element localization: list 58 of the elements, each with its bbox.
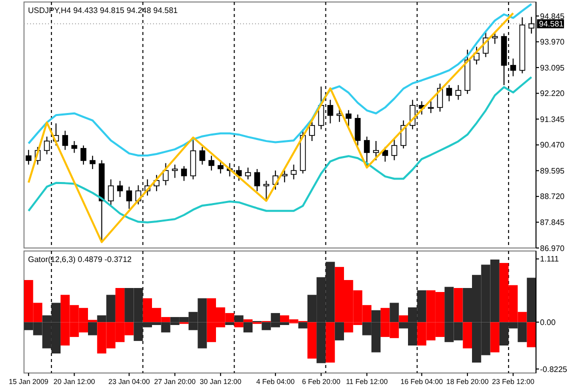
y-tick-label: 92.220: [540, 89, 566, 98]
candlestick: [373, 140, 379, 161]
candlestick: [108, 178, 114, 206]
y-tick-label: 90.470: [540, 140, 566, 150]
candlestick: [290, 164, 297, 180]
y-tick-label: 86.970: [540, 244, 566, 253]
bar: [298, 322, 308, 328]
bar: [398, 315, 408, 322]
y-tick-label: 0.00: [540, 318, 556, 327]
bar: [243, 322, 253, 332]
candlestick: [354, 114, 361, 146]
candlestick: [181, 166, 187, 182]
y-tick-label: 88.720: [540, 192, 566, 202]
y-tick-label: 94.845: [540, 12, 566, 21]
candlestick: [309, 120, 315, 142]
candlestick: [80, 144, 86, 166]
candlestick: [346, 110, 352, 127]
candlestick: [245, 167, 251, 180]
candlestick: [26, 149, 32, 166]
bar: [225, 322, 234, 326]
candlestick: [236, 166, 242, 182]
candlestick: [455, 84, 462, 100]
candlestick: [62, 130, 68, 150]
bar: [88, 322, 98, 336]
bar: [454, 288, 463, 322]
y-tick-label: 1.111: [540, 254, 560, 264]
candlestick: [510, 58, 516, 77]
candlestick: [446, 84, 452, 102]
line-series: [28, 76, 532, 224]
candlestick: [117, 180, 123, 198]
candlestick: [126, 186, 132, 210]
candlestick: [199, 146, 206, 166]
ref-line-label: 94.581: [539, 20, 564, 29]
y-tick-label: -0.8225: [540, 364, 567, 374]
candlestick: [44, 136, 50, 155]
candlestick: [254, 168, 260, 192]
line-series: [28, 3, 532, 156]
text: Gator(12,6,3) 0.4879 -0.3712: [28, 255, 132, 264]
y-tick-label: 87.845: [540, 218, 566, 228]
candlestick: [391, 139, 398, 161]
candlestick: [172, 164, 178, 178]
y-tick-label: 93.970: [540, 38, 566, 47]
candlestick: [90, 155, 96, 170]
text: USDJPY,H4 94.433 94.815 94.248 94.581: [28, 6, 178, 15]
candlestick: [327, 99, 334, 124]
candlestick: [336, 108, 342, 122]
y-tick-label: 91.345: [540, 114, 566, 124]
bar: [334, 322, 344, 340]
candlestick: [318, 86, 324, 130]
candlestick: [218, 160, 224, 174]
y-tick-label: 89.595: [540, 166, 566, 176]
candlestick: [474, 46, 480, 65]
candlestick: [71, 140, 78, 154]
candlestick: [492, 32, 498, 44]
y-tick-label: 93.095: [540, 63, 566, 72]
candlestick: [428, 100, 434, 114]
candlestick: [208, 155, 214, 172]
candlestick: [364, 136, 370, 167]
